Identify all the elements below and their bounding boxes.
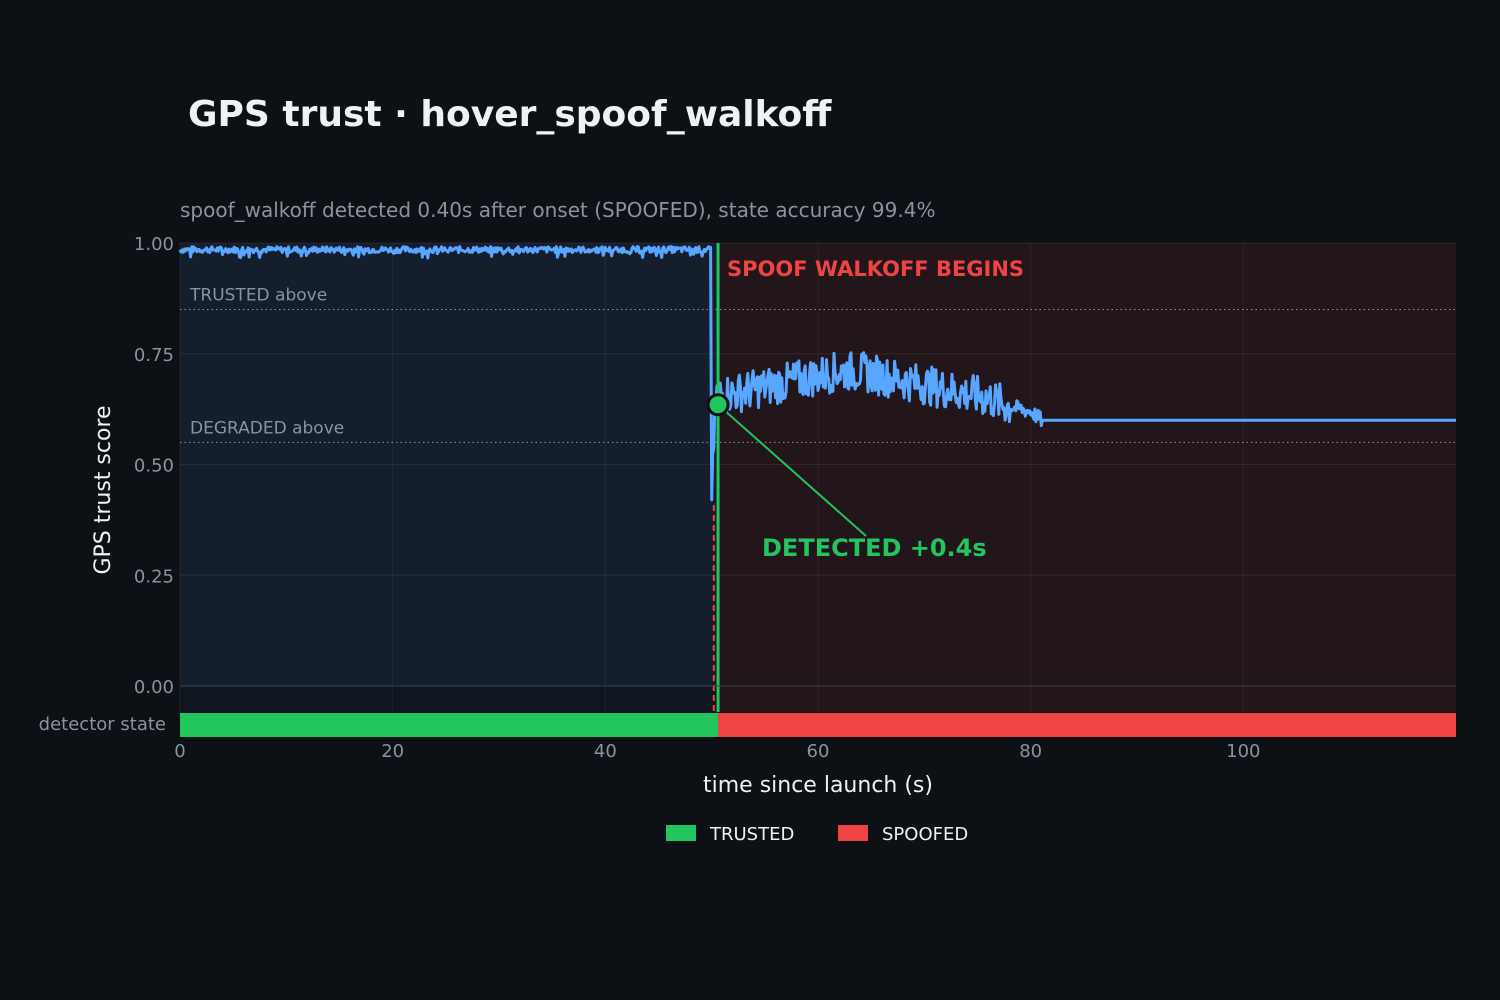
x-tick-label: 80 (1019, 741, 1042, 762)
y-tick-label: 0.00 (134, 677, 174, 698)
y-axis-label: GPS trust score (91, 405, 116, 574)
x-tick-label: 20 (381, 741, 404, 762)
chart-subtitle: spoof_walkoff detected 0.40s after onset… (180, 198, 935, 222)
legend: TRUSTED SPOOFED (666, 824, 968, 845)
threshold-label: DEGRADED above (190, 418, 344, 438)
pre-spoof-region (180, 243, 719, 686)
y-tick-label: 1.00 (134, 234, 174, 255)
annotations: SPOOF WALKOFF BEGINS DETECTED +0.4s (706, 243, 1024, 712)
x-tick-label: 0 (174, 741, 185, 762)
state-track-label: detector state (39, 714, 166, 735)
y-tick-label: 0.25 (134, 566, 174, 587)
spoof-band (718, 686, 1456, 712)
legend-label-spoofed: SPOOFED (882, 824, 968, 845)
spoof-begins-label: SPOOF WALKOFF BEGINS (727, 257, 1024, 281)
series-line (178, 245, 1457, 502)
state-segment-spoofed (718, 713, 1456, 737)
spoof-region (718, 243, 1456, 686)
state-track: detector state (39, 713, 1456, 737)
x-tick-label: 60 (807, 741, 830, 762)
axis-ticks: 0.00 0.25 0.50 0.75 1.00 0 20 40 60 80 100 (134, 234, 1456, 762)
threshold-label: TRUSTED above (189, 285, 327, 305)
series-group (178, 245, 1457, 502)
legend-swatch-spoofed (838, 825, 868, 841)
legend-swatch-trusted (666, 825, 696, 841)
state-segment-trusted (180, 713, 719, 737)
detection-marker (706, 393, 730, 417)
threshold-lines: TRUSTED above DEGRADED above (180, 285, 1456, 443)
detection-label: DETECTED +0.4s (762, 534, 987, 562)
detection-pointer (717, 403, 867, 537)
chart-title: GPS trust · hover_spoof_walkoff (188, 94, 832, 135)
x-axis-label: time since launch (s) (703, 773, 933, 798)
legend-label-trusted: TRUSTED (709, 824, 794, 845)
plot-background (180, 243, 1456, 712)
x-tick-label: 40 (594, 741, 617, 762)
y-tick-label: 0.50 (134, 456, 174, 477)
y-tick-label: 0.75 (134, 345, 174, 366)
x-tick-label: 100 (1226, 741, 1260, 762)
pre-spoof-band (180, 686, 719, 712)
